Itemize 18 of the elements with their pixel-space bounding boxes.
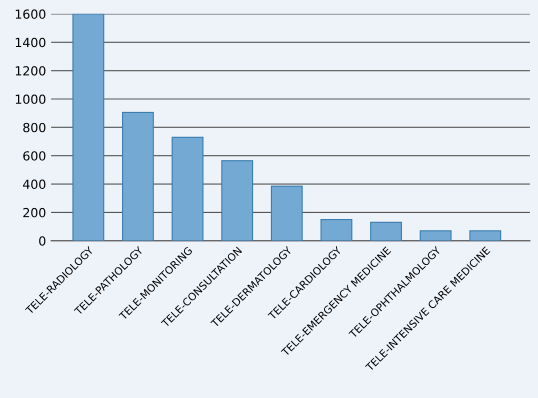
y-tick-label: 1200 (16, 66, 46, 76)
bar (221, 160, 254, 241)
bar (370, 222, 402, 241)
y-tick-label: 1600 (16, 9, 46, 19)
y-tick-label: 0 (39, 236, 46, 246)
bar (172, 136, 204, 241)
y-tick-label: 600 (23, 151, 46, 161)
y-tick-label: 400 (23, 180, 46, 189)
bar (72, 14, 104, 241)
bar (469, 230, 502, 241)
y-tick-label: 1400 (16, 38, 46, 48)
bar (270, 186, 303, 241)
bar (122, 112, 154, 241)
y-tick-label: 800 (23, 122, 46, 132)
y-tick-label: 1000 (16, 94, 46, 104)
y-tick-label: 200 (23, 208, 46, 218)
bar (320, 218, 352, 241)
bar (420, 230, 452, 241)
